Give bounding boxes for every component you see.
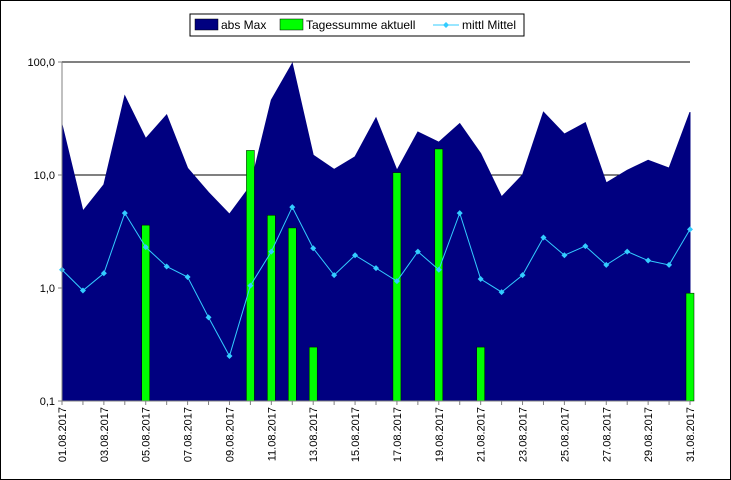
x-tick-label: 19.08.2017 xyxy=(434,407,446,462)
mittl-mittel-point-15.08.2017 xyxy=(352,252,359,259)
legend-box xyxy=(189,13,525,37)
bar-12.08.2017 xyxy=(288,227,297,402)
mittl-mittel-point-16.08.2017 xyxy=(373,265,379,272)
x-tick-label: 25.08.2017 xyxy=(559,407,571,462)
bar-11.08.2017 xyxy=(267,215,276,402)
bar-13.08.2017 xyxy=(308,346,318,402)
y-tick-label: 100,0 xyxy=(27,57,55,69)
mittl-mittel-point-28.08.2017 xyxy=(624,248,631,255)
legend-label-mittl-mittel: mittl Mittel xyxy=(462,18,516,32)
mittl-mittel-point-17.08.2017 xyxy=(393,278,400,285)
legend-swatch-abs-max xyxy=(194,18,219,31)
bar-31.08.2017 xyxy=(685,292,695,402)
x-tick-label: 11.08.2017 xyxy=(266,407,278,461)
mittl-mittel-point-24.08.2017 xyxy=(540,234,547,241)
mittl-mittel-point-22.08.2017 xyxy=(498,289,505,296)
x-tick-label: 27.08.2017 xyxy=(601,407,613,462)
mittl-mittel-point-29.08.2017 xyxy=(645,257,652,264)
bar-21.08.2017 xyxy=(476,346,485,402)
x-tick-label: 29.08.2017 xyxy=(643,407,655,462)
abs-max-area-shape xyxy=(61,62,691,402)
mittl-mittel-point-21.08.2017 xyxy=(477,276,484,283)
mittl-mittel-line xyxy=(59,204,693,360)
x-tick-label: 31.08.2017 xyxy=(685,407,697,462)
tagessumme-bars xyxy=(141,148,695,402)
mittl-mittel-point-13.08.2017 xyxy=(310,245,317,252)
x-tick-label: 23.08.2017 xyxy=(518,407,530,462)
bar-19.08.2017 xyxy=(434,148,444,402)
mittl-mittel-point-30.08.2017 xyxy=(666,261,673,268)
bar-10.08.2017 xyxy=(246,150,255,402)
x-tick-label: 05.08.2017 xyxy=(141,407,153,462)
mittl-mittel-point-10.08.2017 xyxy=(247,282,254,289)
mittl-mittel-point-06.08.2017 xyxy=(163,263,170,270)
mittl-mittel-point-27.08.2017 xyxy=(603,261,610,268)
x-tick-label: 15.08.2017 xyxy=(350,407,362,462)
mittl-mittel-point-02.08.2017 xyxy=(79,287,86,294)
legend-label-tagessumme: Tagessumme aktuell xyxy=(306,18,415,32)
axes xyxy=(58,61,691,405)
legend-label-abs-max: abs Max xyxy=(221,18,266,32)
mittl-mittel-point-23.08.2017 xyxy=(519,272,526,279)
legend-swatch-tagessumme xyxy=(279,18,304,31)
mittl-mittel-point-19.08.2017 xyxy=(435,266,442,273)
mittl-mittel-point-05.08.2017 xyxy=(142,244,149,251)
mittl-mittel-point-08.08.2017 xyxy=(205,314,212,321)
y-tick-labels: 0,1 1,0 10,0 100,0 xyxy=(27,57,55,408)
y-tick-label: 1,0 xyxy=(40,283,55,295)
mittl-mittel-point-25.08.2017 xyxy=(561,252,568,259)
x-tick-label: 07.08.2017 xyxy=(183,407,195,462)
mittl-mittel-point-18.08.2017 xyxy=(414,248,421,255)
y-tick-label: 0,1 xyxy=(40,396,55,408)
mittl-mittel-point-20.08.2017 xyxy=(456,210,463,217)
x-tick-label: 13.08.2017 xyxy=(308,407,320,462)
legend-marker-mittl-mittel xyxy=(443,22,449,28)
x-tick-label: 21.08.2017 xyxy=(476,407,488,462)
mittl-mittel-point-12.08.2017 xyxy=(289,204,296,211)
x-tick-label: 17.08.2017 xyxy=(392,407,404,462)
y-tick-label: 10,0 xyxy=(34,170,55,182)
mittl-mittel-point-04.08.2017 xyxy=(121,210,128,217)
bar-05.08.2017 xyxy=(141,224,150,402)
legend: abs Max Tagessumme aktuell mittl Mittel xyxy=(189,13,525,37)
bar-17.08.2017 xyxy=(392,172,402,402)
mittl-mittel-point-14.08.2017 xyxy=(331,272,338,279)
mittl-mittel-point-07.08.2017 xyxy=(184,274,191,281)
x-tick-label: 03.08.2017 xyxy=(99,407,111,462)
mittl-mittel-point-09.08.2017 xyxy=(226,353,233,360)
mittl-mittel-point-31.08.2017 xyxy=(687,226,693,233)
abs-max-area xyxy=(61,62,691,402)
x-tick-label: 09.08.2017 xyxy=(224,407,236,462)
x-tick-labels: 01.08.2017 03.08.2017 05.08.2017 07.08.2017… xyxy=(57,407,697,462)
mittl-mittel-point-26.08.2017 xyxy=(582,243,589,250)
mittl-mittel-point-11.08.2017 xyxy=(268,248,275,255)
x-tick-label: 01.08.2017 xyxy=(57,407,69,462)
mittl-mittel-point-03.08.2017 xyxy=(100,270,107,277)
